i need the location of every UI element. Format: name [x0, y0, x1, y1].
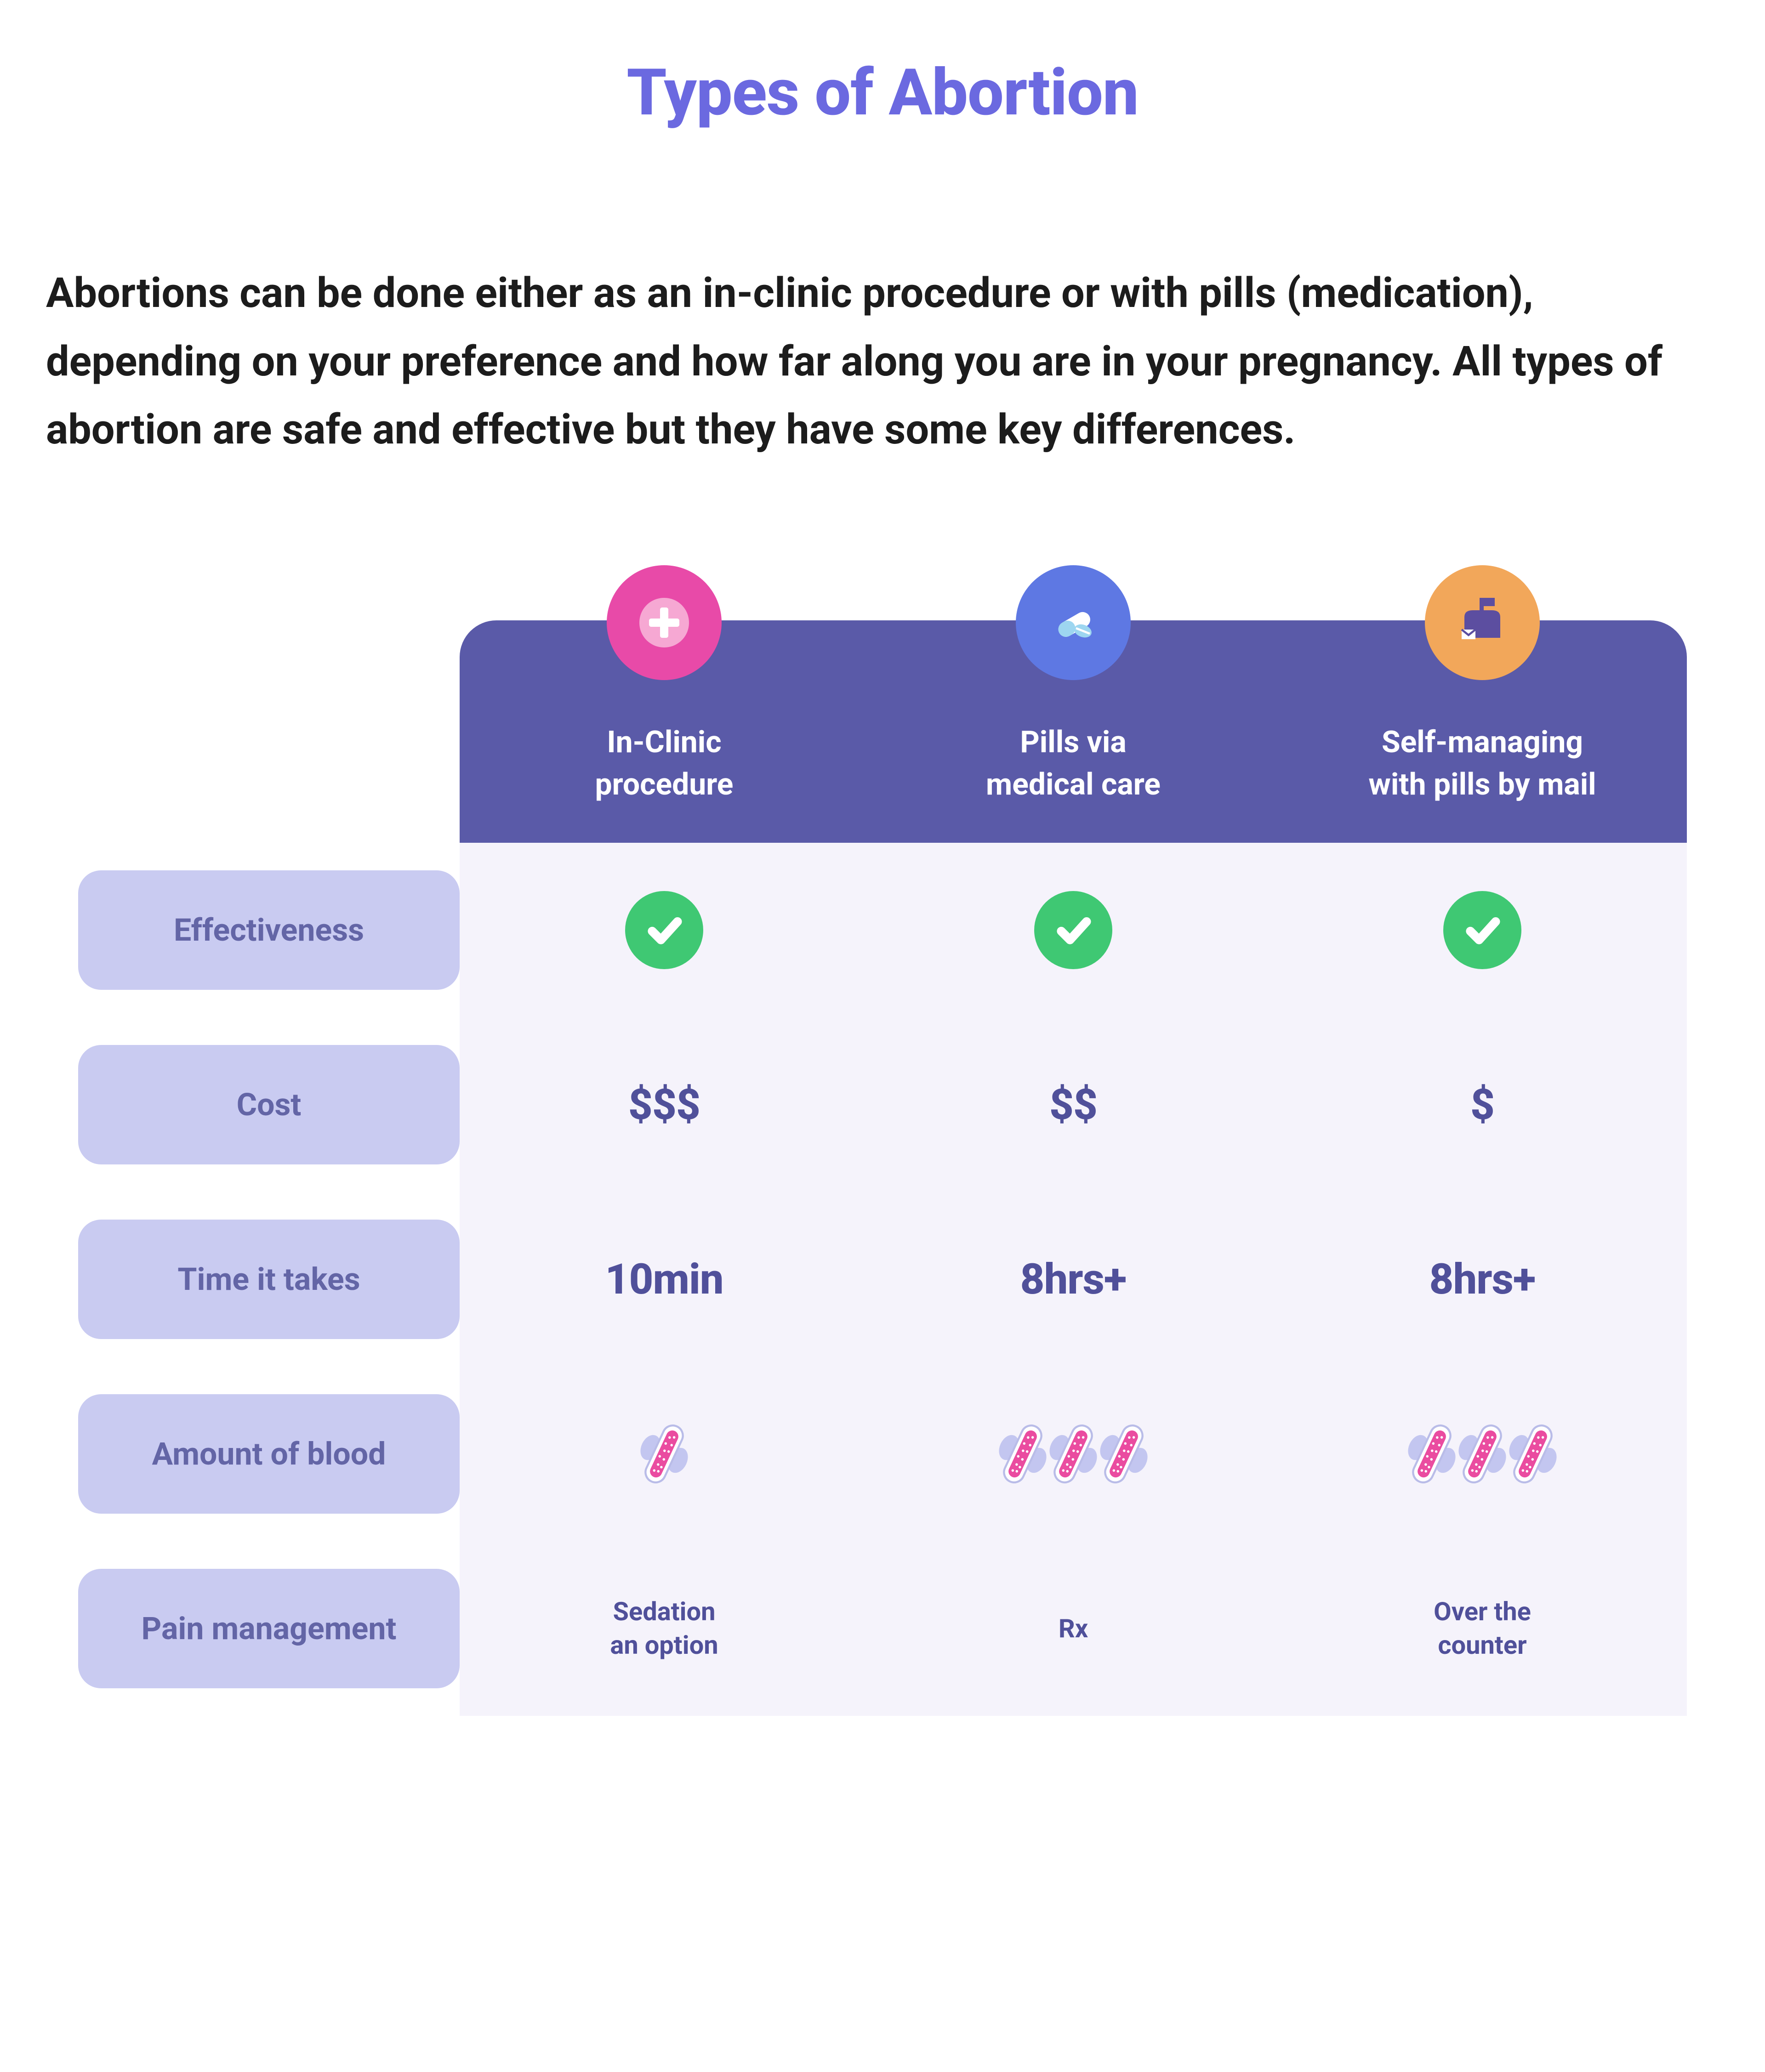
column-icon-medical-cross	[460, 565, 869, 680]
table-row: Time it takes10min8hrs+8hrs+	[460, 1192, 1687, 1367]
column-icon-pills	[869, 565, 1278, 680]
column-header: In-Clinic procedure	[460, 721, 869, 806]
pad-group	[1406, 1419, 1558, 1489]
table-cell: 8hrs+	[1278, 1255, 1687, 1304]
row-label: Effectiveness	[78, 870, 460, 990]
pad-icon	[1508, 1419, 1558, 1489]
pad-icon	[639, 1419, 689, 1489]
row-label: Pain management	[78, 1569, 460, 1688]
table-cell: Rx	[869, 1612, 1278, 1646]
comparison-table: In-Clinic procedure Pills via medical care S…	[78, 620, 1687, 1716]
table-cell: 10min	[460, 1255, 869, 1304]
table-cell	[1278, 1419, 1687, 1489]
column-icon-mailbox	[1278, 565, 1687, 680]
column-header-line2: medical care	[986, 767, 1161, 802]
check-icon	[1034, 891, 1112, 969]
table-cell	[460, 1419, 869, 1489]
pad-group	[997, 1419, 1149, 1489]
column-header-line2: procedure	[595, 767, 734, 802]
check-icon	[1443, 891, 1521, 969]
row-label: Cost	[78, 1045, 460, 1164]
table-cell: $$	[869, 1080, 1278, 1130]
intro-paragraph: Abortions can be done either as an in-cl…	[46, 259, 1719, 464]
pad-group	[639, 1419, 689, 1489]
pad-icon	[1406, 1419, 1457, 1489]
column-header-line1: Pills via	[1020, 725, 1126, 760]
table-cell: 8hrs+	[869, 1255, 1278, 1304]
column-header-line1: Self-managing	[1382, 725, 1583, 760]
table-row: Cost$$$$$$	[460, 1017, 1687, 1192]
page-title: Types of Abortion	[46, 55, 1719, 131]
table-cell: Sedationan option	[460, 1595, 869, 1662]
row-label: Amount of blood	[78, 1394, 460, 1514]
pad-icon	[1457, 1419, 1508, 1489]
table-row: Effectiveness	[460, 843, 1687, 1017]
table-row: Pain managementSedationan optionRxOver t…	[460, 1541, 1687, 1716]
table-cell: $$$	[460, 1080, 869, 1130]
column-header: Self-managing with pills by mail	[1278, 721, 1687, 806]
table-cell	[869, 891, 1278, 969]
table-cell	[460, 891, 869, 969]
table-body: Effectiveness Cost$$$$$$Time it takes10m…	[460, 843, 1687, 1716]
column-header-line2: with pills by mail	[1368, 767, 1596, 802]
pad-icon	[1099, 1419, 1149, 1489]
row-label: Time it takes	[78, 1220, 460, 1339]
table-row: Amount of blood	[460, 1367, 1687, 1541]
table-cell: Over thecounter	[1278, 1595, 1687, 1662]
table-header: In-Clinic procedure Pills via medical care S…	[460, 620, 1687, 843]
table-cell	[1278, 891, 1687, 969]
table-cell: $	[1278, 1080, 1687, 1130]
table-cell	[869, 1419, 1278, 1489]
check-icon	[625, 891, 703, 969]
column-header-line1: In-Clinic	[607, 725, 721, 760]
pad-icon	[997, 1419, 1048, 1489]
pad-icon	[1048, 1419, 1099, 1489]
column-header: Pills via medical care	[869, 721, 1278, 806]
